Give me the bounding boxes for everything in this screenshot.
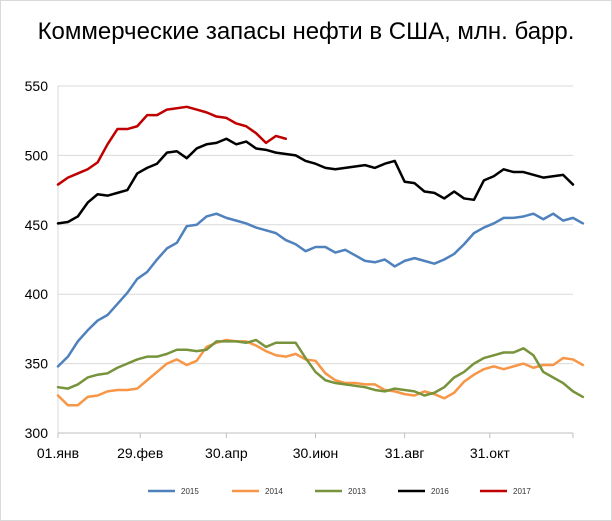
- x-tick-label: 30.июн: [293, 445, 339, 461]
- y-tick-label: 400: [25, 286, 49, 302]
- x-tick-label: 31.окт: [470, 445, 511, 461]
- y-tick-label: 550: [25, 78, 49, 94]
- x-tick-label: 30.апр: [205, 445, 248, 461]
- x-tick-label: 31.авг: [385, 445, 425, 461]
- y-tick-label: 500: [25, 147, 49, 163]
- axis-layer: 300 350 400 450 500 550 01.янв 29.фев 30.апр 30.и…: [25, 78, 574, 461]
- y-tick-label: 450: [25, 217, 49, 233]
- x-tick-label: 29.фев: [117, 445, 163, 461]
- legend-label-2017: 2017: [513, 487, 531, 496]
- legend-label-2014: 2014: [265, 487, 283, 496]
- y-tick-label: 350: [25, 356, 49, 372]
- legend-label-2013: 2013: [348, 487, 366, 496]
- series-line-2016: [56, 137, 575, 225]
- legend-label-2016: 2016: [431, 487, 449, 496]
- chart-title: Коммерческие запасы нефти в США, млн. ба…: [37, 18, 575, 45]
- y-tick-label: 300: [25, 425, 49, 441]
- series-line-2017: [56, 105, 288, 186]
- series-line-2013: [56, 338, 585, 399]
- legend-layer: 2015 2014 2013 2016 2017: [148, 487, 531, 496]
- series-layer: [56, 105, 585, 407]
- legend-label-2015: 2015: [181, 487, 199, 496]
- x-tick-label: 01.янв: [37, 445, 79, 461]
- series-line-2014: [56, 338, 585, 407]
- series-line-2015: [56, 212, 585, 368]
- grid-layer: [58, 85, 573, 434]
